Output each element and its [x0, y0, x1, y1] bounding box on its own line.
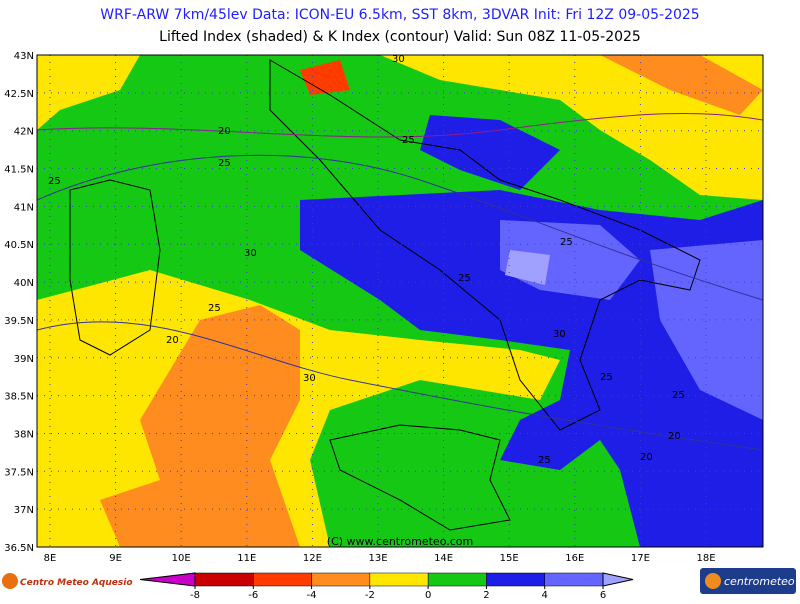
contour [37, 154, 763, 301]
colorbar-segment [544, 572, 604, 587]
lat-label: 39.5N [4, 316, 34, 327]
colorbar-segment [427, 572, 487, 587]
colorbar-label: 6 [600, 590, 606, 600]
shade-yellow [37, 55, 140, 130]
lat-label: 36.5N [4, 543, 34, 554]
lon-label: 16E [565, 553, 584, 564]
lon-label: 18E [696, 553, 715, 564]
lon-label: 14E [434, 553, 453, 564]
colorbar-label: -2 [365, 590, 375, 600]
lat-label: 42.5N [4, 89, 34, 100]
shade-orange [100, 305, 300, 547]
shade-lightblue [650, 240, 763, 420]
colorbar-label: 2 [483, 590, 489, 600]
contour-label: 25 [600, 372, 613, 383]
lat-label: 37N [14, 505, 34, 516]
contour-label: 30 [553, 329, 566, 340]
lat-label: 41N [14, 202, 34, 213]
contour-label: 30 [303, 373, 316, 384]
contour [37, 112, 763, 138]
colorbar-label: -8 [190, 590, 200, 600]
lat-label: 38.5N [4, 392, 34, 403]
colorbar-segment [311, 572, 371, 587]
colorbar-segment [194, 572, 254, 587]
right-logo: centrometeo [700, 568, 796, 594]
contour-label: 25 [538, 455, 551, 466]
lat-label: 42N [14, 127, 34, 138]
lat-label: 37.5N [4, 467, 34, 478]
lon-label: 8E [44, 553, 57, 564]
contour-label: 30 [244, 248, 257, 259]
map-area: 30 25 20 25 25 30 25 25 20 25 30 20 25 3… [36, 54, 764, 548]
contour-label: 20 [640, 452, 653, 463]
lat-label: 41.5N [4, 165, 34, 176]
contour-label: 20 [218, 126, 231, 137]
credit: (C) www.centrometeo.com [327, 535, 473, 548]
colorbar: -8 -6 -4 -2 0 2 4 6 [139, 572, 634, 601]
shade-blue [420, 115, 560, 190]
logo-box [700, 568, 796, 594]
lon-label: 9E [109, 553, 122, 564]
colorbar-label: 4 [542, 590, 548, 600]
lon-label: 15E [500, 553, 519, 564]
logo-icon [2, 573, 18, 589]
left-logo: Centro Meteo Aquesio [2, 573, 133, 589]
coastline [329, 424, 511, 531]
map-frame [36, 54, 764, 548]
contour-label: 25 [48, 176, 61, 187]
lon-label: 11E [237, 553, 256, 564]
title-line1: WRF-ARW 7km/45lev Data: ICON-EU 6.5km, S… [100, 7, 699, 23]
shade-yellow [380, 55, 763, 200]
lat-label: 40N [14, 278, 34, 289]
lat-label: 38N [14, 429, 34, 440]
colorbar-segment [369, 572, 429, 587]
contour-label: 25 [672, 390, 685, 401]
contour-label: 25 [402, 135, 415, 146]
colorbar-segment [486, 572, 545, 587]
shade-red [300, 60, 350, 95]
coastline [269, 59, 701, 431]
contour-label: 25 [458, 273, 471, 284]
lat-label: 40.5N [4, 240, 34, 251]
contour-label: 25 [218, 158, 231, 169]
contour-label: 20 [166, 335, 179, 346]
colorbar-label: -6 [248, 590, 258, 600]
logo-text: centrometeo [724, 575, 795, 588]
lon-label: 17E [631, 553, 650, 564]
shade-lavender [505, 250, 550, 285]
colorbar-segment [253, 572, 312, 587]
logo-icon [705, 573, 721, 589]
logo-text: Centro Meteo Aquesio [20, 578, 133, 588]
shade-blue [300, 190, 763, 547]
title-line2: Lifted Index (shaded) & K Index (contour… [159, 29, 641, 45]
lat-label: 39N [14, 354, 34, 365]
contour-label: 20 [668, 431, 681, 442]
lon-label: 12E [303, 553, 322, 564]
grid [37, 55, 763, 547]
colorbar-arrow-right [602, 572, 634, 587]
contour-label: 25 [208, 303, 221, 314]
lon-label: 13E [368, 553, 387, 564]
lon-label: 10E [172, 553, 191, 564]
colorbar-label: 0 [425, 590, 431, 600]
lat-label: 43N [14, 51, 34, 62]
contour-label: 30 [392, 54, 405, 65]
contour-label: 25 [560, 237, 573, 248]
coastline [69, 179, 161, 356]
colorbar-label: -4 [307, 590, 317, 600]
contour [37, 321, 763, 451]
